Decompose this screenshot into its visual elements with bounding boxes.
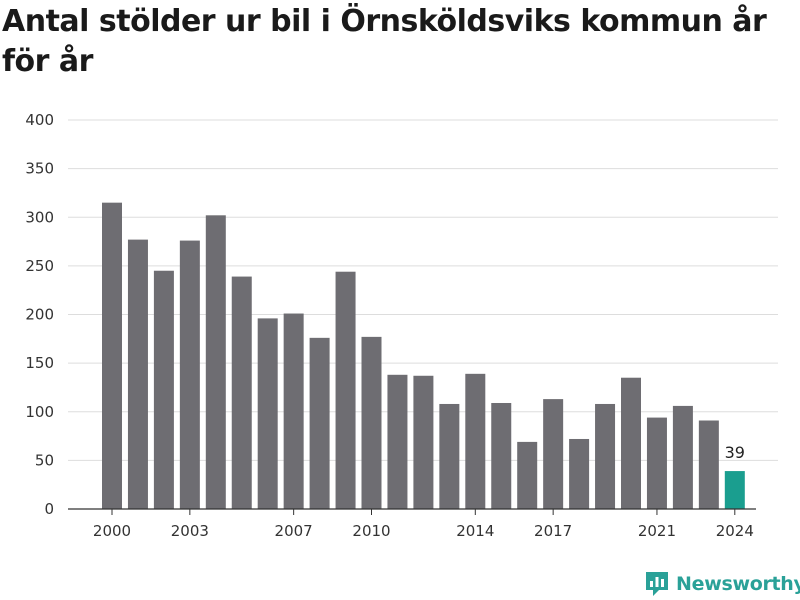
x-tick-label: 2010 [352, 522, 390, 540]
bar-2014 [465, 373, 486, 509]
x-tick-label: 2000 [93, 522, 131, 540]
x-tick-label: 2014 [456, 522, 494, 540]
newsworthy-logo-icon [646, 572, 668, 596]
data-label-2024: 39 [725, 443, 745, 462]
newsworthy-logo: Newsworthy [644, 568, 800, 600]
y-tick-label: 300 [25, 208, 54, 226]
x-tick-label: 2017 [534, 522, 572, 540]
x-tick-label: 2003 [171, 522, 209, 540]
bar-2012 [413, 375, 434, 509]
data-labels: 39 [725, 443, 745, 462]
x-axis-ticks: 2000 2003 2007 2010 2014 2017 2021 2024 [93, 509, 754, 540]
bar-2005 [231, 276, 252, 509]
bar-2015 [491, 402, 512, 509]
bar-2011 [387, 374, 408, 509]
y-tick-label: 200 [25, 306, 54, 324]
bars [102, 202, 745, 509]
bar-2013 [439, 403, 460, 509]
y-tick-label: 350 [25, 160, 54, 178]
x-tick-label: 2021 [638, 522, 676, 540]
bar-2017 [543, 399, 564, 509]
bar-2022 [672, 405, 693, 509]
bar-2016 [517, 441, 538, 509]
x-tick-label: 2024 [716, 522, 754, 540]
newsworthy-logo-text: Newsworthy [676, 573, 800, 595]
bar-2019 [595, 403, 616, 509]
x-tick-label: 2007 [275, 522, 313, 540]
bar-2021 [646, 417, 667, 509]
bar-2018 [569, 438, 590, 509]
y-tick-label: 100 [25, 403, 54, 421]
y-tick-label: 250 [25, 257, 54, 275]
bar-2007 [283, 313, 304, 509]
y-axis-ticks: 0 50 100 150 200 250 300 350 400 [25, 111, 54, 518]
bar-2023 [698, 420, 719, 509]
bar-2006 [257, 318, 278, 509]
y-tick-label: 0 [44, 500, 54, 518]
bar-2020 [621, 377, 641, 509]
bar-2010 [361, 336, 382, 509]
bar-2002 [153, 270, 174, 509]
bar-2003 [179, 240, 200, 509]
chart-title: Antal stölder ur bil i Örnsköldsviks kom… [2, 4, 767, 79]
bar-2000 [102, 202, 122, 509]
y-tick-label: 150 [25, 354, 54, 372]
bar-2024 [724, 471, 745, 509]
bar-2001 [127, 239, 148, 509]
bar-2009 [335, 271, 356, 509]
bar-2004 [205, 215, 226, 509]
y-tick-label: 400 [25, 111, 54, 129]
y-tick-label: 50 [35, 451, 54, 469]
bar-2008 [309, 337, 330, 509]
